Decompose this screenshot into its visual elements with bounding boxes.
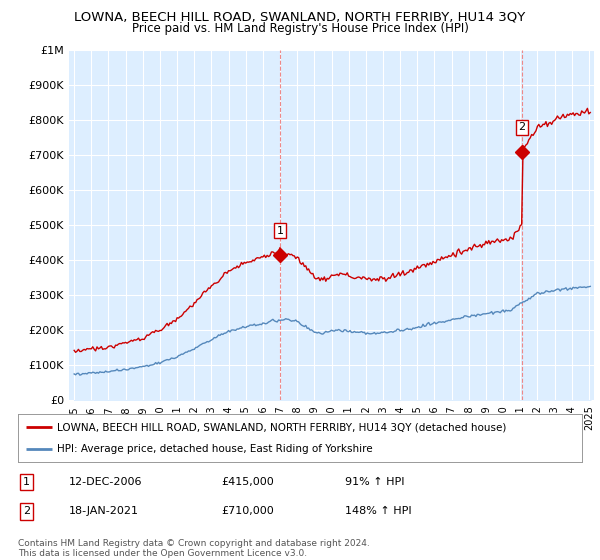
Text: £415,000: £415,000 (221, 477, 274, 487)
Text: 18-JAN-2021: 18-JAN-2021 (69, 506, 139, 516)
Text: 1: 1 (277, 226, 284, 236)
Text: £710,000: £710,000 (221, 506, 274, 516)
Text: 91% ↑ HPI: 91% ↑ HPI (345, 477, 404, 487)
Text: LOWNA, BEECH HILL ROAD, SWANLAND, NORTH FERRIBY, HU14 3QY (detached house): LOWNA, BEECH HILL ROAD, SWANLAND, NORTH … (58, 422, 507, 432)
Text: Price paid vs. HM Land Registry's House Price Index (HPI): Price paid vs. HM Land Registry's House … (131, 22, 469, 35)
Text: 148% ↑ HPI: 148% ↑ HPI (345, 506, 412, 516)
Text: 12-DEC-2006: 12-DEC-2006 (69, 477, 142, 487)
Text: 2: 2 (518, 123, 526, 133)
Text: HPI: Average price, detached house, East Riding of Yorkshire: HPI: Average price, detached house, East… (58, 444, 373, 454)
Text: LOWNA, BEECH HILL ROAD, SWANLAND, NORTH FERRIBY, HU14 3QY: LOWNA, BEECH HILL ROAD, SWANLAND, NORTH … (74, 10, 526, 23)
Text: Contains HM Land Registry data © Crown copyright and database right 2024.
This d: Contains HM Land Registry data © Crown c… (18, 539, 370, 558)
Text: 2: 2 (23, 506, 30, 516)
Text: 1: 1 (23, 477, 30, 487)
